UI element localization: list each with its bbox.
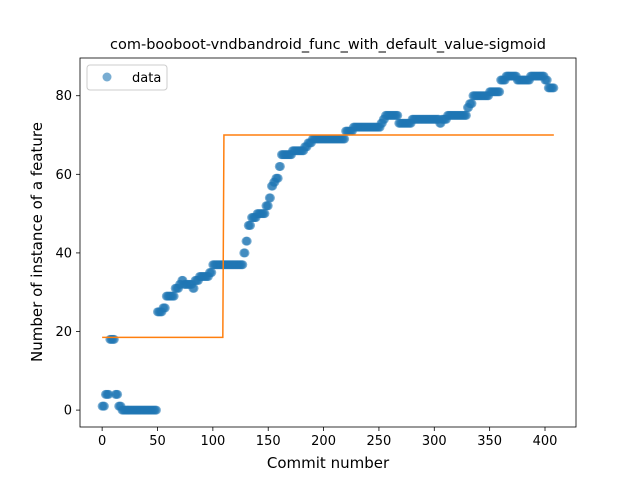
legend: data [86, 64, 168, 91]
data-point [275, 161, 285, 171]
x-tick-label: 150 [256, 434, 281, 449]
data-point [99, 401, 109, 411]
axes-frame [79, 57, 577, 428]
legend-label-data: data [132, 71, 161, 86]
x-tick-label: 350 [477, 434, 502, 449]
data-point [393, 110, 403, 120]
ticks: 0 50 100 150 200 250 300 350 400 0 20 40 60 80 [55, 89, 557, 449]
plot-area [97, 71, 559, 415]
data-point [238, 260, 248, 270]
data-point [246, 220, 255, 230]
y-tick-label: 80 [55, 89, 72, 104]
data-point [260, 209, 270, 219]
data-point [169, 291, 179, 301]
data-point [495, 87, 505, 97]
x-tick-label: 250 [367, 434, 392, 449]
data-point [273, 173, 283, 183]
data-point [242, 236, 252, 246]
fit-line [102, 134, 554, 339]
data-point [240, 248, 250, 258]
y-tick-label: 20 [55, 325, 72, 340]
data-point [542, 75, 552, 85]
y-axis-label: Number of instance of a feature [28, 122, 46, 362]
data-point [160, 303, 170, 313]
data-point [340, 134, 350, 144]
y-tick-label: 40 [55, 246, 72, 261]
data-point [265, 193, 275, 203]
data-point [189, 283, 199, 293]
y-tick-label: 60 [55, 168, 72, 183]
series-data [97, 71, 559, 415]
chart-title: com-booboot-vndbandroid_func_with_defaul… [110, 37, 546, 53]
y-tick-label: 0 [64, 404, 72, 419]
data-point [109, 334, 119, 344]
data-point [461, 110, 471, 120]
x-tick-label: 200 [311, 434, 336, 449]
x-tick-label: 50 [149, 434, 166, 449]
data-point [263, 201, 273, 211]
data-point [549, 83, 559, 93]
x-tick-label: 100 [200, 434, 225, 449]
legend-marker-data [102, 72, 112, 82]
data-point [104, 389, 114, 399]
data-point [151, 405, 161, 415]
x-tick-label: 0 [98, 434, 106, 449]
x-tick-label: 400 [533, 434, 558, 449]
data-point [113, 389, 123, 399]
legend-box [86, 64, 168, 91]
x-axis-label: Commit number [267, 454, 390, 472]
x-tick-label: 300 [422, 434, 447, 449]
data-point [467, 99, 477, 109]
data-point [207, 268, 217, 278]
